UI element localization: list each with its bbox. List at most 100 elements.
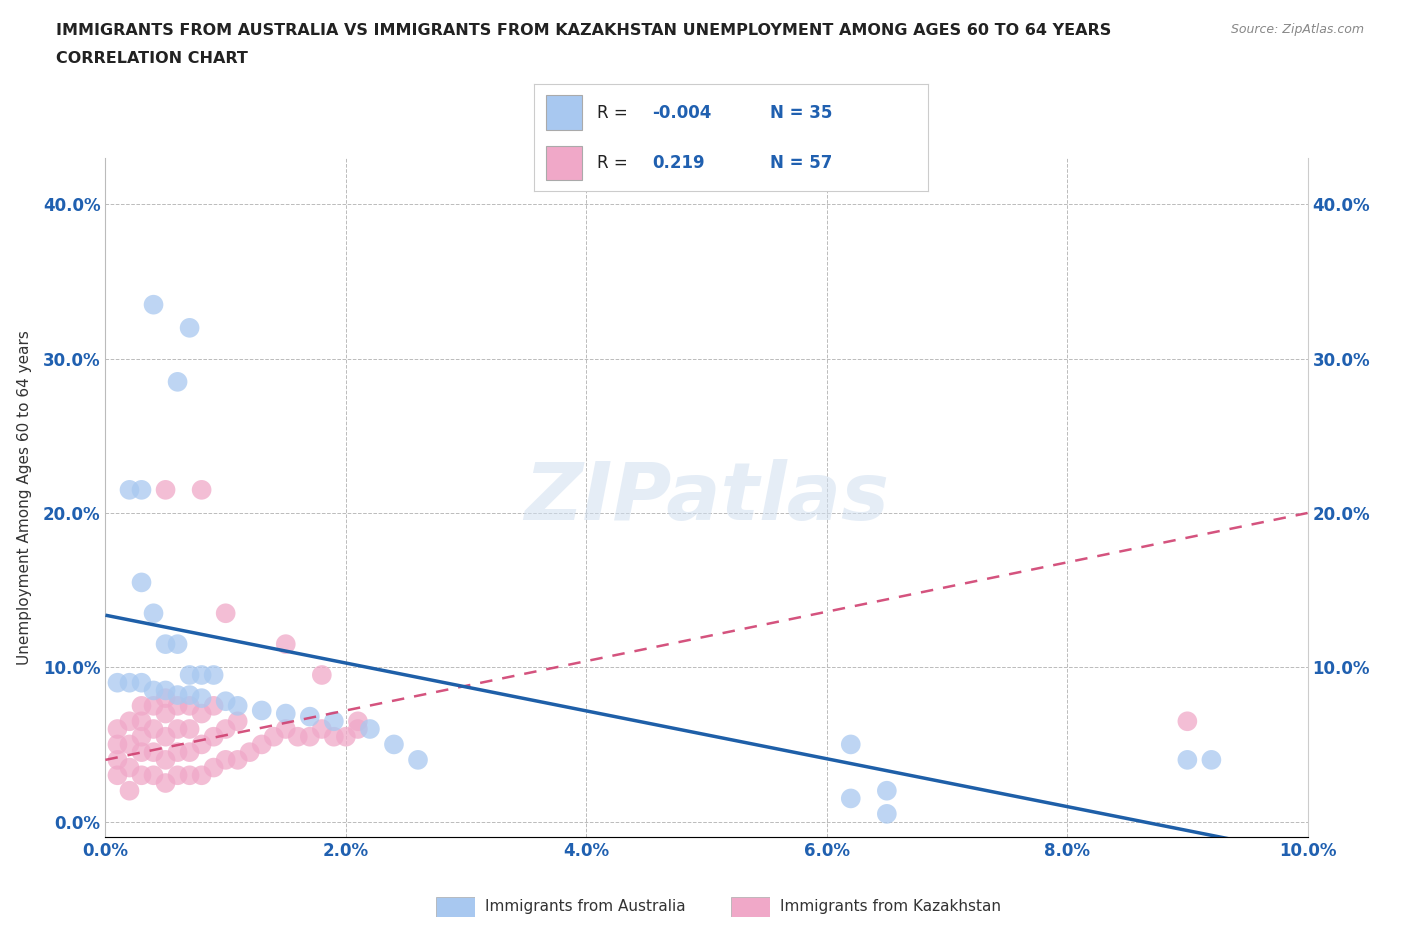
Point: [190, 737, 212, 751]
Point: [226, 714, 249, 729]
FancyBboxPatch shape: [546, 146, 582, 180]
Point: [214, 752, 236, 767]
Y-axis label: Unemployment Among Ages 60 to 64 years: Unemployment Among Ages 60 to 64 years: [17, 330, 32, 665]
Point: [274, 706, 297, 721]
Point: [179, 722, 201, 737]
Point: [287, 729, 309, 744]
FancyBboxPatch shape: [546, 96, 582, 129]
Point: [142, 605, 165, 620]
Point: [142, 745, 165, 760]
Point: [131, 729, 153, 744]
Text: -0.004: -0.004: [652, 103, 711, 122]
Point: [131, 675, 153, 690]
Text: IMMIGRANTS FROM AUSTRALIA VS IMMIGRANTS FROM KAZAKHSTAN UNEMPLOYMENT AMONG AGES : IMMIGRANTS FROM AUSTRALIA VS IMMIGRANTS …: [56, 23, 1112, 38]
Point: [118, 760, 141, 775]
Point: [190, 691, 212, 706]
Point: [142, 698, 165, 713]
Point: [311, 668, 333, 683]
Point: [1201, 752, 1223, 767]
Point: [179, 687, 201, 702]
Point: [166, 637, 188, 652]
Point: [322, 714, 344, 729]
Point: [876, 783, 898, 798]
Text: Source: ZipAtlas.com: Source: ZipAtlas.com: [1230, 23, 1364, 36]
Point: [839, 737, 862, 751]
Point: [226, 698, 249, 713]
Point: [250, 737, 273, 751]
Point: [166, 745, 188, 760]
Point: [155, 637, 177, 652]
FancyBboxPatch shape: [436, 897, 475, 917]
Point: [131, 714, 153, 729]
Point: [155, 776, 177, 790]
Point: [311, 722, 333, 737]
Point: [839, 791, 862, 806]
Point: [118, 737, 141, 751]
Text: CORRELATION CHART: CORRELATION CHART: [56, 51, 247, 66]
Point: [274, 637, 297, 652]
Point: [155, 683, 177, 698]
Point: [155, 483, 177, 498]
Point: [107, 752, 129, 767]
Point: [226, 752, 249, 767]
Point: [179, 668, 201, 683]
Point: [263, 729, 285, 744]
Point: [214, 694, 236, 709]
Text: Immigrants from Kazakhstan: Immigrants from Kazakhstan: [780, 899, 1001, 914]
Point: [347, 722, 370, 737]
Text: Immigrants from Australia: Immigrants from Australia: [485, 899, 686, 914]
Point: [166, 687, 188, 702]
Point: [347, 714, 370, 729]
Point: [155, 752, 177, 767]
Point: [131, 698, 153, 713]
Point: [406, 752, 429, 767]
Text: ZIPatlas: ZIPatlas: [524, 458, 889, 537]
Point: [876, 806, 898, 821]
Point: [335, 729, 357, 744]
Text: 0.219: 0.219: [652, 153, 704, 172]
Point: [359, 722, 381, 737]
Point: [179, 320, 201, 335]
Point: [142, 683, 165, 698]
Text: R =: R =: [598, 153, 638, 172]
Point: [131, 745, 153, 760]
Point: [155, 729, 177, 744]
Point: [214, 722, 236, 737]
Point: [274, 722, 297, 737]
Point: [179, 745, 201, 760]
Point: [142, 722, 165, 737]
Point: [118, 483, 141, 498]
Point: [202, 760, 225, 775]
Text: R =: R =: [598, 103, 633, 122]
Point: [239, 745, 262, 760]
Point: [107, 675, 129, 690]
Point: [202, 729, 225, 744]
Point: [107, 722, 129, 737]
Point: [142, 298, 165, 312]
Point: [190, 668, 212, 683]
Point: [190, 768, 212, 783]
Point: [107, 737, 129, 751]
Point: [118, 783, 141, 798]
Point: [1175, 714, 1198, 729]
Point: [155, 691, 177, 706]
Text: N = 57: N = 57: [770, 153, 832, 172]
Point: [202, 698, 225, 713]
Point: [118, 714, 141, 729]
Point: [155, 706, 177, 721]
Text: N = 35: N = 35: [770, 103, 832, 122]
Point: [142, 768, 165, 783]
Point: [1175, 752, 1198, 767]
Point: [166, 375, 188, 390]
Point: [107, 768, 129, 783]
Point: [131, 768, 153, 783]
Point: [382, 737, 405, 751]
Point: [166, 768, 188, 783]
Point: [179, 698, 201, 713]
Point: [131, 483, 153, 498]
Point: [190, 706, 212, 721]
FancyBboxPatch shape: [731, 897, 770, 917]
Point: [166, 722, 188, 737]
Point: [118, 675, 141, 690]
Point: [179, 768, 201, 783]
